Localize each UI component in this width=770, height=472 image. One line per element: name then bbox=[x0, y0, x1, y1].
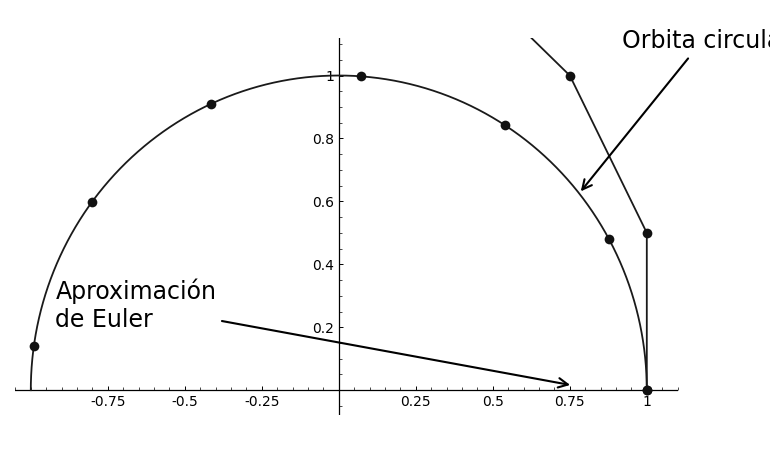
Text: Orbita circula: Orbita circula bbox=[582, 29, 770, 190]
Text: Aproximación
de Euler: Aproximación de Euler bbox=[55, 278, 567, 388]
